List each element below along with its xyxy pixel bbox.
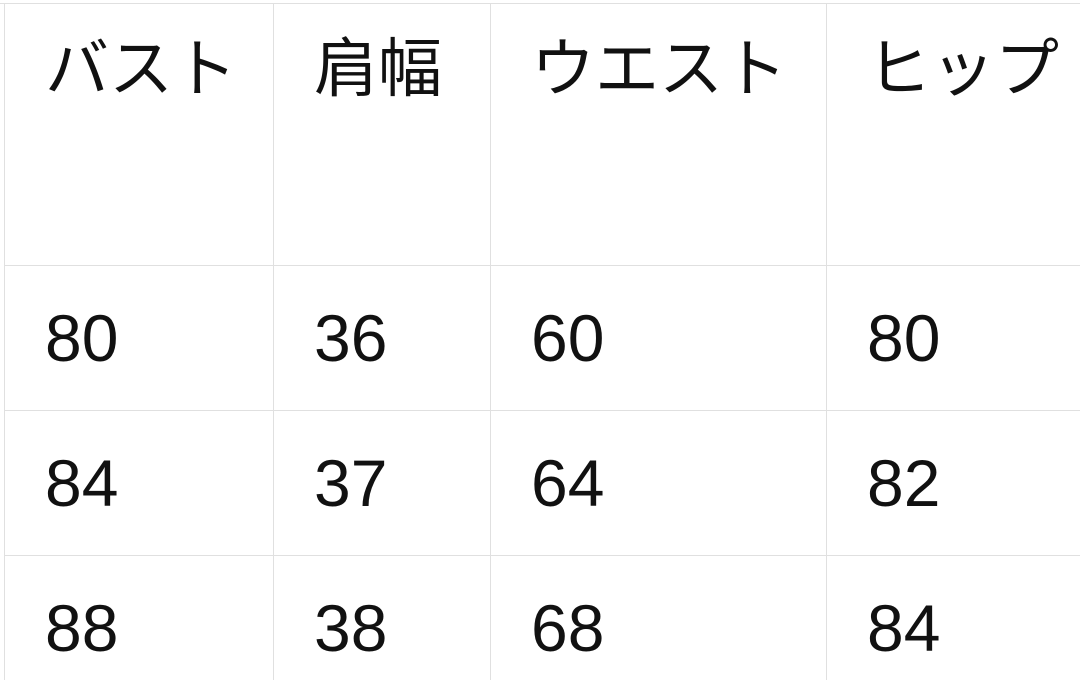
cell-hip-size1: 80 <box>826 265 1080 411</box>
table-row: 88 38 68 84 <box>4 555 1080 680</box>
cell-waist-size2: 64 <box>490 410 827 556</box>
cell-shoulder-size1: 36 <box>273 265 491 411</box>
cell-waist-size3: 68 <box>490 555 827 680</box>
header-cell-shoulder: 肩幅 <box>273 3 491 266</box>
cell-waist-size1: 60 <box>490 265 827 411</box>
cell-bust-size3: 88 <box>4 555 274 680</box>
header-cell-waist: ウエスト <box>490 3 827 266</box>
header-cell-hip: ヒップ <box>826 3 1080 266</box>
table-row: 84 37 64 82 <box>4 410 1080 556</box>
cell-bust-size2: 84 <box>4 410 274 556</box>
cell-bust-size1: 80 <box>4 265 274 411</box>
header-row: バスト 肩幅 ウエスト ヒップ <box>4 3 1080 266</box>
cell-hip-size2: 82 <box>826 410 1080 556</box>
cell-shoulder-size3: 38 <box>273 555 491 680</box>
cell-hip-size3: 84 <box>826 555 1080 680</box>
table-row: 80 36 60 80 <box>4 265 1080 411</box>
header-cell-bust: バスト <box>4 3 274 266</box>
cell-shoulder-size2: 37 <box>273 410 491 556</box>
size-chart-table: バスト 肩幅 ウエスト ヒップ 80 36 60 80 84 37 64 82 … <box>4 3 1080 680</box>
